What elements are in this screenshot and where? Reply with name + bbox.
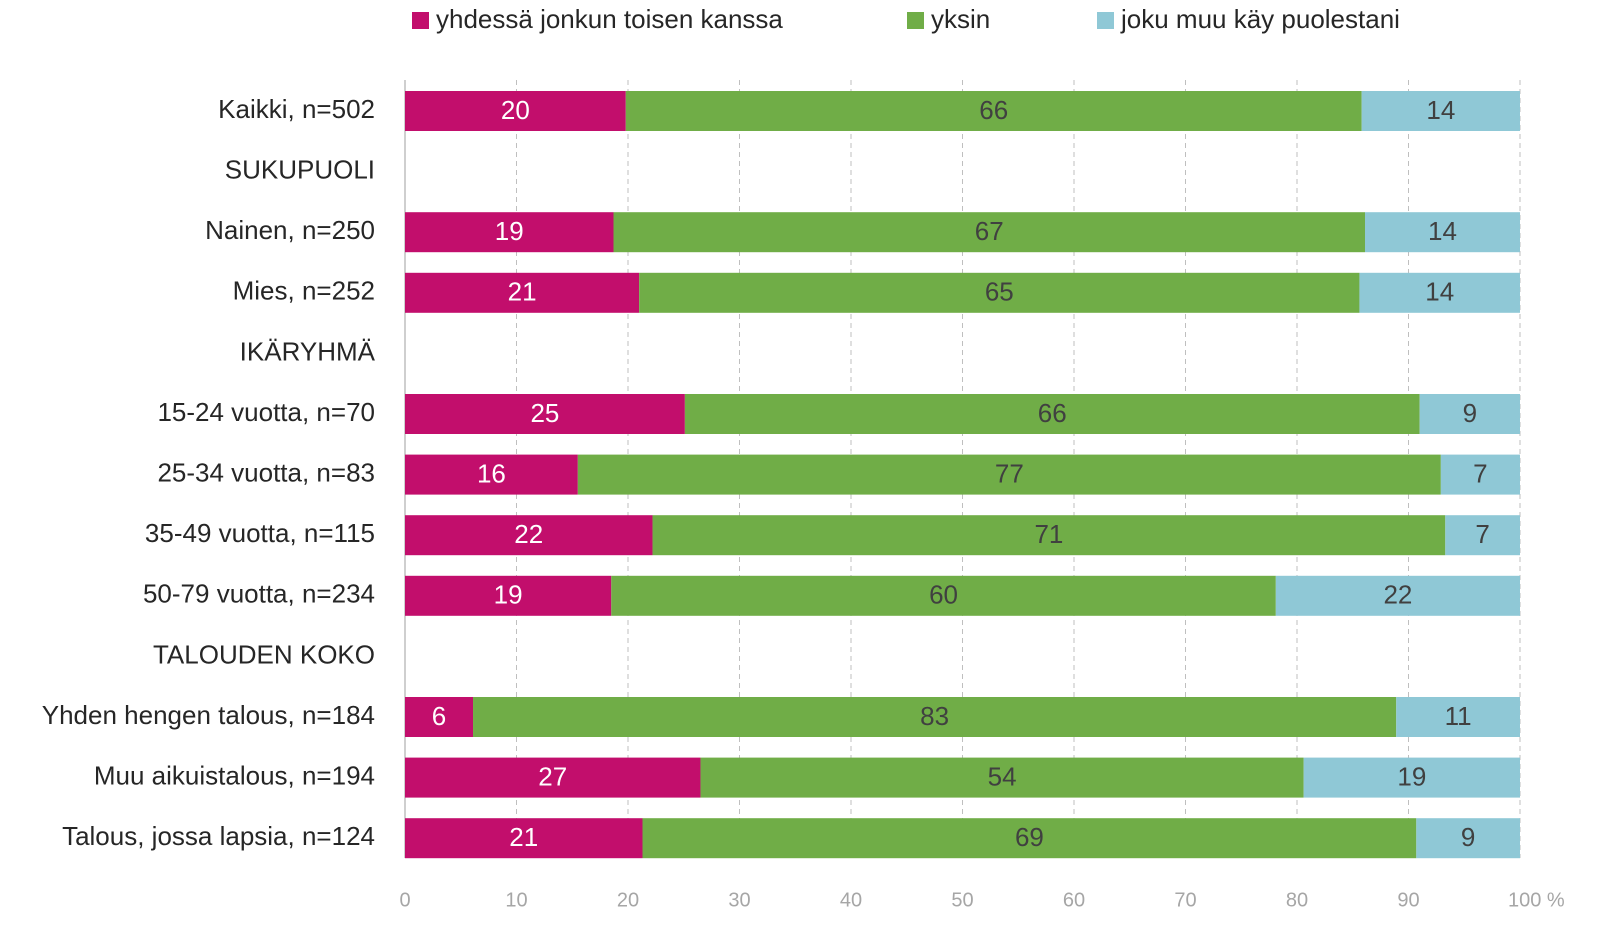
x-tick-label: 30 (728, 889, 750, 911)
bar-segment (405, 394, 685, 434)
data-label: 16 (477, 458, 506, 488)
data-label: 60 (929, 580, 958, 610)
bar-segment (611, 575, 1276, 616)
x-tick-label: 100 % (1508, 889, 1565, 911)
legend-label: joku muu käy puolestani (1120, 4, 1400, 34)
data-label: 7 (1473, 458, 1487, 488)
data-label: 19 (495, 216, 524, 246)
category-label: SUKUPUOLI (225, 154, 375, 184)
data-label: 22 (514, 519, 543, 549)
bar-segment (652, 515, 1446, 556)
x-tick-label: 20 (617, 889, 639, 911)
bar-segment (639, 272, 1360, 313)
data-label: 65 (985, 277, 1014, 307)
category-label: Kaikki, n=502 (218, 94, 375, 124)
category-label: Mies, n=252 (233, 276, 375, 306)
data-label: 71 (1034, 519, 1063, 549)
bar-segment (405, 212, 614, 253)
legend-swatch (907, 12, 924, 29)
bar-segment (1445, 515, 1520, 556)
category-label: Yhden hengen talous, n=184 (42, 700, 375, 730)
x-tick-label: 50 (951, 889, 973, 911)
data-label: 77 (995, 458, 1024, 488)
bar-segment (405, 272, 640, 313)
bar-segment (1361, 91, 1520, 131)
data-label: 54 (988, 761, 1017, 791)
x-tick-label: 40 (840, 889, 862, 911)
data-label: 6 (432, 701, 446, 731)
bar-segment (1440, 454, 1520, 495)
data-label: 83 (920, 701, 949, 731)
data-label: 9 (1461, 822, 1475, 852)
bar-segment (405, 515, 653, 556)
category-label: TALOUDEN KOKO (153, 639, 375, 669)
x-tick-label: 70 (1174, 889, 1196, 911)
data-label: 11 (1445, 701, 1472, 731)
legend-label: yhdessä jonkun toisen kanssa (436, 4, 783, 34)
bar-segment (700, 757, 1304, 798)
data-label: 19 (1397, 761, 1426, 791)
bar-segment (473, 697, 1397, 737)
legend-label: yksin (931, 4, 990, 34)
data-label: 14 (1425, 277, 1454, 307)
bar-segment (625, 91, 1362, 131)
category-label: Muu aikuistalous, n=194 (94, 760, 375, 790)
data-label: 7 (1475, 519, 1489, 549)
data-label: 9 (1463, 398, 1477, 428)
bar-segment (577, 454, 1441, 495)
data-label: 66 (979, 95, 1008, 125)
x-tick-label: 10 (505, 889, 527, 911)
data-label: 14 (1426, 95, 1455, 125)
category-label: 50-79 vuotta, n=234 (143, 579, 375, 609)
bar-segment (1416, 818, 1520, 859)
bar-segment (1365, 212, 1520, 253)
x-tick-label: 0 (399, 889, 410, 911)
bar-segment (1396, 697, 1520, 737)
data-label: 19 (494, 580, 523, 610)
bar-segment (642, 818, 1417, 859)
category-label: Nainen, n=250 (205, 215, 375, 245)
data-label: 25 (530, 398, 559, 428)
category-label: IKÄRYHMÄ (240, 336, 376, 366)
bar-segment (1419, 394, 1520, 434)
data-label: 69 (1015, 822, 1044, 852)
bar-segment (684, 394, 1420, 434)
data-label: 21 (509, 822, 538, 852)
legend-swatch (412, 12, 429, 29)
bar-segment (405, 575, 612, 616)
bar-segment (1303, 757, 1520, 798)
bar-segment (405, 454, 578, 495)
data-label: 20 (501, 95, 530, 125)
category-label: 35-49 vuotta, n=115 (145, 518, 375, 548)
x-tick-label: 90 (1397, 889, 1419, 911)
bar-segment (405, 697, 474, 737)
data-label: 66 (1038, 398, 1067, 428)
bar-segment (405, 818, 643, 859)
data-label: 27 (538, 761, 567, 791)
bar-segment (405, 757, 701, 798)
category-label: 25-34 vuotta, n=83 (157, 457, 375, 487)
data-label: 14 (1428, 216, 1457, 246)
legend-swatch (1097, 12, 1114, 29)
x-tick-label: 60 (1063, 889, 1085, 911)
category-label: 15-24 vuotta, n=70 (157, 397, 375, 427)
data-label: 22 (1383, 580, 1412, 610)
bar-segment (613, 212, 1366, 253)
bar-segment (1359, 272, 1520, 313)
category-label: Talous, jossa lapsia, n=124 (62, 821, 375, 851)
bar-segment (405, 91, 626, 131)
data-label: 67 (975, 216, 1004, 246)
bar-segment (1275, 575, 1520, 616)
x-tick-label: 80 (1286, 889, 1308, 911)
data-label: 21 (508, 277, 537, 307)
